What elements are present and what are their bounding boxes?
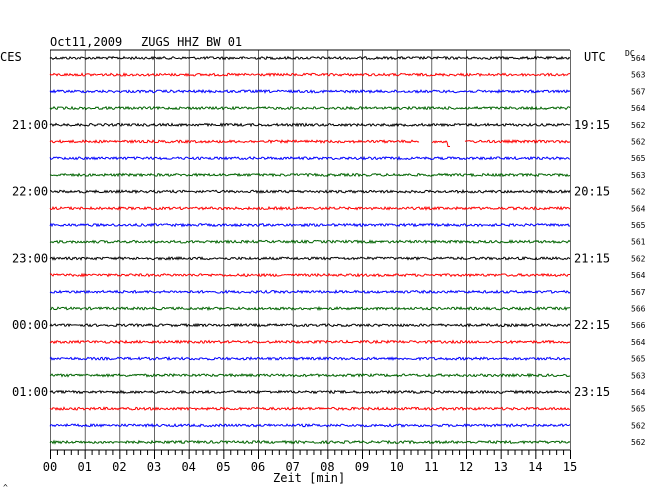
x-tick-label: 08 (320, 460, 334, 474)
left-hour-label: 22:00 (12, 185, 48, 199)
offset-label: DC (625, 49, 635, 58)
right-hour-labels: 19:15 20:15 21:15 22:15 23:15 (574, 118, 610, 399)
x-tick-label: 03 (147, 460, 161, 474)
x-tick-label: 07 (285, 460, 299, 474)
trace-row-11 (49, 239, 571, 245)
trace-row-1 (49, 72, 571, 78)
seismic-traces (49, 55, 571, 445)
x-tick-label: 12 (459, 460, 473, 474)
right-hour-label: 19:15 (574, 118, 610, 132)
left-hour-label: 23:00 (12, 251, 48, 265)
right-hour-label: 23:15 (574, 385, 610, 399)
x-tick-label: 14 (528, 460, 542, 474)
dc-offset-label: 561 (631, 238, 646, 247)
footer-mark: ^ (3, 483, 8, 492)
dc-offset-label: 562 (631, 121, 646, 130)
trace-row-15 (49, 305, 571, 312)
trace-row-19 (49, 372, 571, 378)
dc-offset-label: 562 (631, 254, 646, 263)
trace-row-17 (49, 339, 571, 345)
dc-offset-label: 564 (631, 388, 646, 397)
dc-offset-label: 564 (631, 204, 646, 213)
left-hour-label: 00:00 (12, 318, 48, 332)
dc-offset-label: 565 (631, 221, 646, 230)
trace-row-6 (49, 155, 571, 161)
left-hour-label: 01:00 (12, 385, 48, 399)
dc-offset-label: 564 (631, 54, 646, 63)
dc-offset-label: 563 (631, 171, 646, 180)
dc-offset-label: 565 (631, 154, 646, 163)
trace-row-9 (49, 205, 571, 211)
dc-offset-label: 567 (631, 288, 646, 297)
x-tick-label: 11 (424, 460, 438, 474)
x-tick-label: 05 (216, 460, 230, 474)
trace-row-2 (49, 88, 571, 94)
x-tick-label: 06 (251, 460, 265, 474)
trace-row-4 (49, 122, 571, 128)
header-station: ZUGS HHZ BW 01 (141, 35, 242, 49)
time-axis: 00 01 02 03 04 05 06 07 08 09 10 11 12 13 14 15 (43, 449, 577, 474)
dc-offset-label: 566 (631, 321, 646, 330)
trace-row-7 (49, 172, 571, 178)
dc-offset-label: 562 (631, 138, 646, 147)
x-tick-label: 10 (389, 460, 403, 474)
right-hour-label: 20:15 (574, 185, 610, 199)
trace-row-14 (49, 289, 571, 295)
trace-row-3 (49, 105, 571, 111)
x-tick-label: 15 (563, 460, 577, 474)
x-tick-label: 02 (112, 460, 126, 474)
right-hour-label: 21:15 (574, 251, 610, 265)
left-hour-labels: 21:00 22:00 23:00 00:00 01:00 (12, 118, 48, 399)
dc-offset-label: 564 (631, 338, 646, 347)
x-tick-label: 13 (493, 460, 507, 474)
dc-offset-label: 566 (631, 305, 646, 314)
dc-offset-label: 567 (631, 87, 646, 96)
trace-row-12 (49, 255, 571, 261)
dc-offset-label: 564 (631, 104, 646, 113)
x-axis-label: Zeit [min] (273, 471, 345, 485)
dc-offset-label: 564 (631, 271, 646, 280)
trace-row-13 (49, 272, 571, 278)
left-timezone: CES (0, 50, 22, 64)
grid-lines (50, 49, 571, 450)
trace-row-16 (49, 322, 571, 328)
dc-offset-label: 562 (631, 421, 646, 430)
left-hour-label: 21:00 (12, 118, 48, 132)
trace-row-8 (49, 189, 571, 195)
dc-offset-label: 563 (631, 371, 646, 380)
trace-row-20 (49, 389, 571, 395)
trace-row-21 (49, 406, 571, 412)
dc-offset-label: 562 (631, 188, 646, 197)
trace-row-22 (49, 423, 571, 428)
x-tick-label: 04 (181, 460, 195, 474)
x-tick-label: 09 (355, 460, 369, 474)
dc-offset-labels: 564 563 567 564 562 562 565 563 562 564 565 561 562 5… (631, 54, 646, 447)
right-hour-label: 22:15 (574, 318, 610, 332)
trace-row-0 (49, 55, 571, 61)
dc-offset-label: 563 (631, 71, 646, 80)
header-date: Oct11,2009 (50, 35, 122, 49)
trace-row-5 (49, 139, 571, 147)
trace-row-18 (49, 355, 571, 362)
trace-row-23 (49, 439, 571, 445)
dc-offset-label: 565 (631, 405, 646, 414)
dc-offset-label: 562 (631, 438, 646, 447)
x-tick-label: 01 (77, 460, 91, 474)
trace-row-10 (49, 222, 571, 228)
x-tick-label: 00 (43, 460, 57, 474)
dc-offset-label: 565 (631, 355, 646, 364)
right-timezone: UTC (584, 50, 606, 64)
